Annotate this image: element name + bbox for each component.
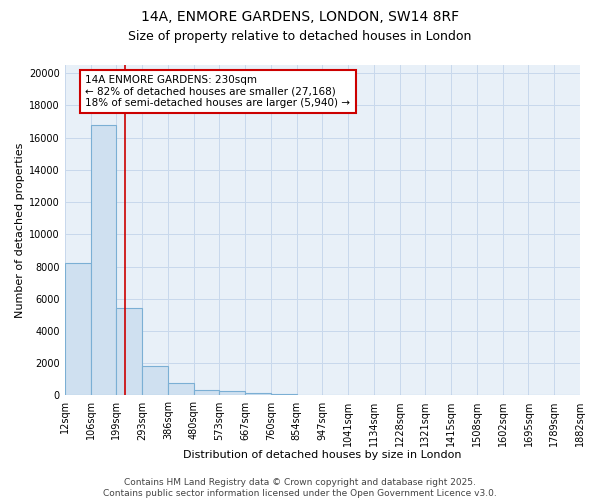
Bar: [194, 390, 220, 396]
Text: 14A, ENMORE GARDENS, LONDON, SW14 8RF: 14A, ENMORE GARDENS, LONDON, SW14 8RF: [141, 10, 459, 24]
X-axis label: Distribution of detached houses by size in London: Distribution of detached houses by size …: [183, 450, 461, 460]
Bar: [271, 394, 297, 396]
Bar: [220, 392, 245, 396]
Bar: [65, 264, 91, 396]
Text: Size of property relative to detached houses in London: Size of property relative to detached ho…: [128, 30, 472, 43]
Bar: [297, 395, 322, 396]
Bar: [168, 382, 194, 396]
Text: 14A ENMORE GARDENS: 230sqm
← 82% of detached houses are smaller (27,168)
18% of : 14A ENMORE GARDENS: 230sqm ← 82% of deta…: [85, 75, 350, 108]
Bar: [91, 124, 116, 396]
Bar: [116, 308, 142, 396]
Bar: [245, 393, 271, 396]
Text: Contains HM Land Registry data © Crown copyright and database right 2025.
Contai: Contains HM Land Registry data © Crown c…: [103, 478, 497, 498]
Bar: [142, 366, 168, 396]
Y-axis label: Number of detached properties: Number of detached properties: [15, 142, 25, 318]
